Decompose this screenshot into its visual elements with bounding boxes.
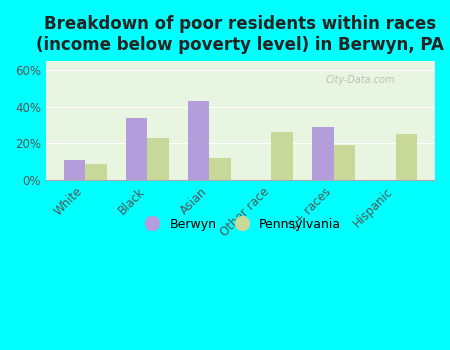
Legend: Berwyn, Pennsylvania: Berwyn, Pennsylvania <box>135 213 346 236</box>
Bar <box>85 163 107 180</box>
Title: Breakdown of poor residents within races
(income below poverty level) in Berwyn,: Breakdown of poor residents within races… <box>36 15 444 54</box>
Text: City-Data.com: City-Data.com <box>326 75 396 85</box>
Bar <box>271 132 293 180</box>
Bar <box>126 118 147 180</box>
Bar <box>63 160 85 180</box>
Bar <box>396 134 417 180</box>
Bar <box>188 101 209 180</box>
Bar <box>147 138 169 180</box>
Bar <box>209 158 231 180</box>
Bar <box>333 145 355 180</box>
Bar <box>312 127 333 180</box>
